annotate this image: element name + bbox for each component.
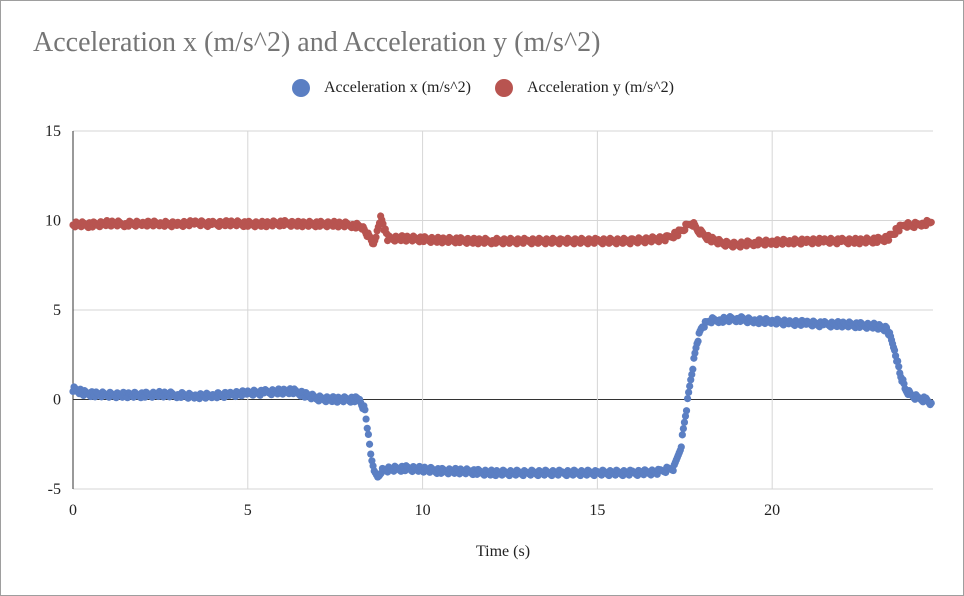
legend-entry-acceleration-x: Acceleration x (m/s^2) [291, 79, 471, 97]
data-point-acceleration-x [362, 415, 370, 423]
legend-entry-acceleration-y: Acceleration y (m/s^2) [495, 79, 674, 97]
data-point-acceleration-x [669, 466, 677, 475]
data-point-acceleration-x [694, 337, 702, 345]
data-point-acceleration-x [365, 440, 374, 448]
data-point-acceleration-x [680, 418, 689, 426]
x-axis-label: Time (s) [475, 543, 531, 560]
data-point-acceleration-y [895, 227, 903, 235]
data-point-acceleration-y [681, 226, 689, 234]
data-point-acceleration-x [682, 407, 691, 415]
data-point-acceleration-x [361, 406, 369, 414]
data-point-acceleration-x [681, 412, 690, 420]
data-point-acceleration-x [895, 363, 903, 371]
data-point-acceleration-x [678, 431, 686, 439]
data-point-acceleration-y [885, 236, 893, 244]
data-point-acceleration-x [683, 395, 692, 403]
data-point-acceleration-x [890, 346, 899, 354]
data-point-acceleration-x [927, 399, 935, 407]
data-point-acceleration-x [686, 382, 694, 390]
y-tick-label: 10 [45, 213, 61, 230]
x-tick-label: 20 [764, 502, 780, 519]
legend-label-acceleration-y: Acceleration y (m/s^2) [527, 79, 675, 96]
data-point-acceleration-y [927, 218, 935, 226]
data-point-acceleration-x [364, 430, 373, 439]
data-point-acceleration-x [685, 388, 693, 396]
x-tick-label: 0 [69, 502, 77, 519]
data-point-acceleration-x [679, 424, 687, 433]
y-tick-label: 15 [45, 123, 61, 140]
x-tick-label: 15 [589, 502, 605, 519]
data-point-acceleration-x [687, 376, 695, 384]
data-point-acceleration-y [674, 232, 682, 240]
legend-label-acceleration-x: Acceleration x (m/s^2) [323, 79, 471, 96]
x-tick-label: 5 [244, 502, 252, 519]
legend-marker-acceleration-y [495, 79, 513, 97]
data-point-acceleration-x [700, 323, 708, 331]
legend: Acceleration x (m/s^2) Acceleration y (m… [1, 79, 964, 97]
data-point-acceleration-x [363, 424, 371, 432]
data-point-acceleration-y [372, 233, 380, 241]
x-tick-label: 10 [415, 502, 431, 519]
data-point-acceleration-x [367, 450, 375, 458]
y-tick-label: -5 [48, 481, 61, 498]
data-point-acceleration-x [894, 357, 902, 365]
y-tick-label: 0 [53, 392, 61, 409]
chart-title: Acceleration x (m/s^2) and Acceleration … [33, 27, 601, 58]
data-point-acceleration-x [689, 365, 697, 373]
data-point-acceleration-x [677, 443, 685, 451]
y-tick-label: 5 [53, 302, 61, 319]
legend-marker-acceleration-x [291, 79, 310, 97]
